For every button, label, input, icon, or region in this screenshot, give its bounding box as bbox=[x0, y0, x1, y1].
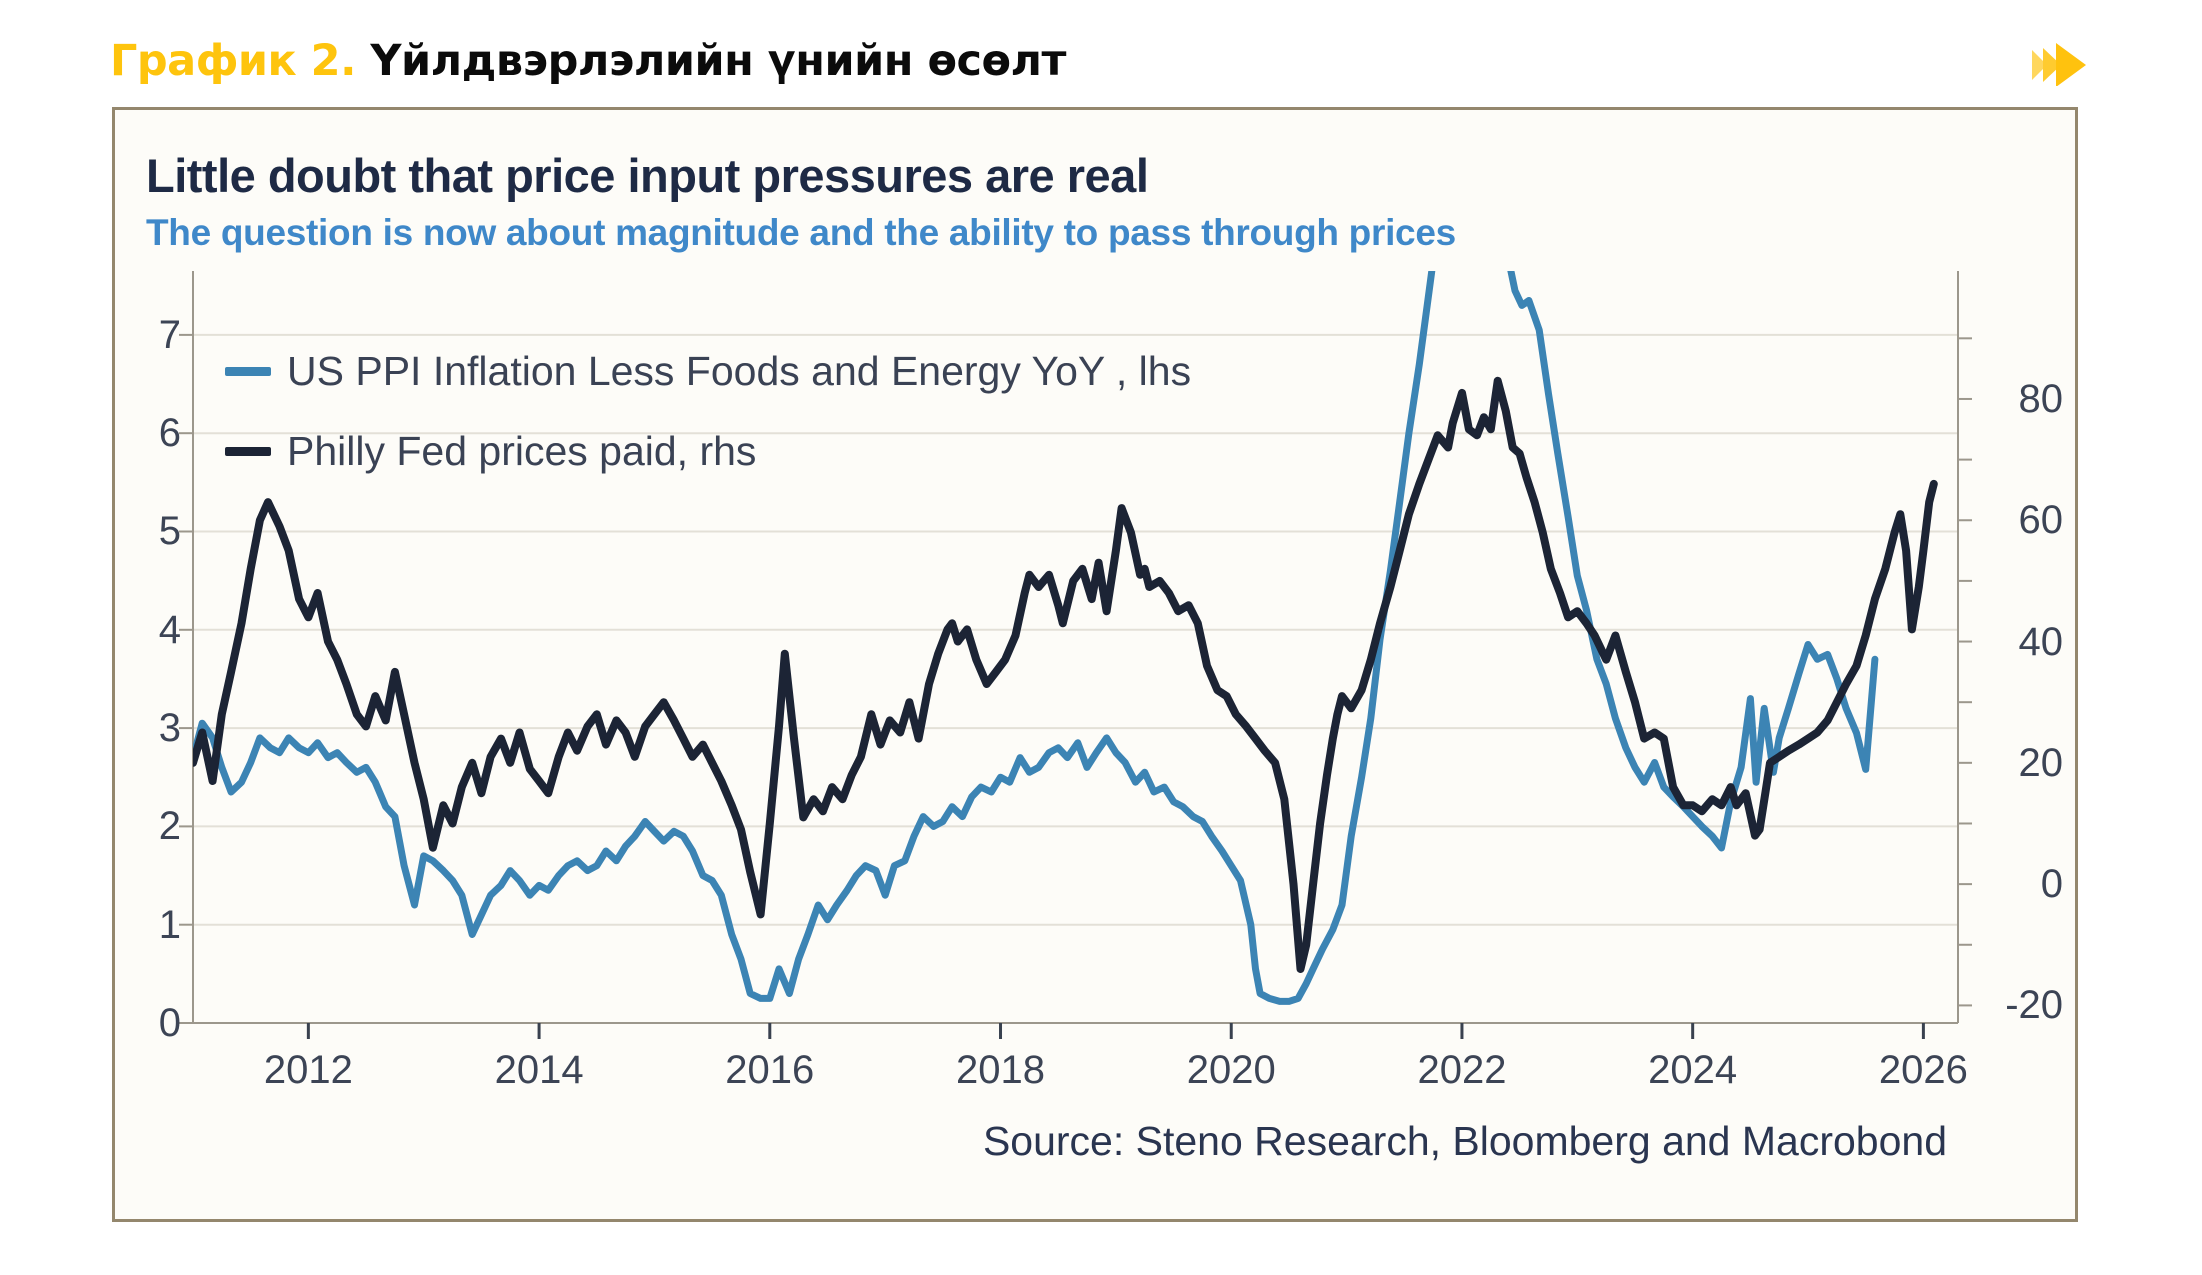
source-text: Source: Steno Research, Bloomberg and Ma… bbox=[982, 1118, 1947, 1164]
legend-label-ppi: US PPI Inflation Less Foods and Energy Y… bbox=[287, 347, 1192, 394]
chart-subtitle: The question is now about magnitude and … bbox=[146, 212, 1456, 253]
x-axis-tick-label: 2024 bbox=[1648, 1048, 1738, 1092]
right-axis-tick-label: 0 bbox=[2040, 862, 2063, 907]
x-axis-tick-label: 2026 bbox=[1878, 1048, 1968, 1092]
legend-swatch-ppi bbox=[225, 366, 271, 376]
left-axis-tick-label: 1 bbox=[158, 902, 181, 947]
right-axis-tick-label: 40 bbox=[2018, 619, 2064, 664]
x-axis-tick-label: 2020 bbox=[1186, 1048, 1276, 1092]
philly-fed-line-series bbox=[193, 376, 1938, 973]
figure-caption-label: График 2. bbox=[110, 36, 356, 86]
x-axis-tick-label: 2022 bbox=[1417, 1048, 1507, 1092]
legend: US PPI Inflation Less Foods and Energy Y… bbox=[225, 331, 1191, 491]
left-axis-tick-label: 4 bbox=[158, 607, 181, 652]
left-axis-tick-label: 2 bbox=[158, 804, 181, 849]
x-axis-tick-label: 2012 bbox=[263, 1048, 353, 1092]
legend-item-philly: Philly Fed prices paid, rhs bbox=[225, 411, 1191, 491]
left-axis-tick-label: 6 bbox=[158, 411, 181, 456]
plot-canvas bbox=[179, 271, 1972, 1039]
chart-panel: Little doubt that price input pressures … bbox=[112, 107, 2078, 1222]
left-axis-tick-label: 0 bbox=[158, 1001, 181, 1045]
fast-forward-icon bbox=[2032, 43, 2086, 86]
plot-area: US PPI Inflation Less Foods and Energy Y… bbox=[179, 271, 1972, 1039]
left-axis-tick-label: 7 bbox=[158, 312, 181, 357]
legend-swatch-philly bbox=[225, 446, 271, 456]
right-axis-tick-label: 20 bbox=[2018, 740, 2064, 785]
x-axis-tick-label: 2018 bbox=[956, 1048, 1045, 1092]
left-axis-tick-label: 5 bbox=[158, 509, 181, 554]
x-axis-tick-label: 2016 bbox=[725, 1048, 815, 1092]
legend-label-philly: Philly Fed prices paid, rhs bbox=[287, 427, 757, 474]
figure-caption: График 2. Үйлдвэрлэлийн үнийн өсөлт bbox=[110, 36, 1066, 86]
chart-title: Little doubt that price input pressures … bbox=[146, 149, 1149, 202]
right-axis-tick-label: -20 bbox=[2005, 983, 2063, 1028]
figure-caption-text: Үйлдвэрлэлийн үнийн өсөлт bbox=[355, 36, 1066, 86]
right-axis-tick-label: 80 bbox=[2018, 376, 2064, 421]
ppi-line-series bbox=[193, 271, 1879, 1005]
x-axis-tick-label: 2014 bbox=[494, 1048, 584, 1092]
right-axis-tick-label: 60 bbox=[2018, 498, 2064, 543]
left-axis-tick-label: 3 bbox=[158, 706, 181, 751]
legend-item-ppi: US PPI Inflation Less Foods and Energy Y… bbox=[225, 331, 1191, 411]
